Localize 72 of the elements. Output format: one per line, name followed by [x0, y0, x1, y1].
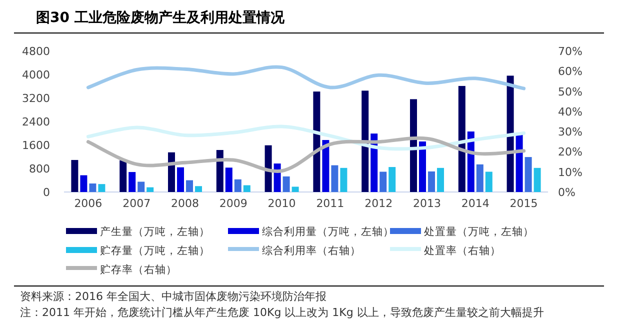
bar	[428, 171, 435, 192]
bar	[264, 145, 272, 192]
bar	[186, 180, 193, 192]
x-tick-label: 2008	[171, 197, 199, 210]
x-tick-label: 2011	[316, 197, 344, 210]
bar	[128, 172, 136, 192]
bar	[80, 175, 88, 192]
bar	[322, 140, 330, 192]
legend-label: 产生量（万吨，左轴）	[100, 225, 210, 238]
text: 资料来源：2016 年全国大、中城市固体废物污染环境防治年报	[20, 290, 326, 303]
legend-label: 综合利用量（万吨，左轴）	[262, 225, 394, 238]
bar	[282, 176, 290, 192]
bar	[388, 167, 396, 192]
bar	[138, 182, 145, 192]
bar	[195, 186, 202, 192]
x-tick-label: 2007	[122, 197, 151, 210]
bar	[524, 157, 532, 192]
y2-tick-label: 20%	[558, 146, 582, 159]
bar	[216, 150, 224, 192]
bar	[313, 92, 320, 192]
y2-tick-label: 0%	[558, 186, 576, 199]
bar	[516, 135, 523, 192]
legend-label: 贮存量（万吨，左轴）	[100, 244, 210, 257]
y-tick-label: 4000	[22, 68, 50, 82]
x-tick-label: 2006	[74, 197, 102, 210]
x-tick-label: 2014	[461, 197, 490, 210]
bar	[168, 152, 175, 192]
bar	[331, 165, 338, 192]
y2-tick-label: 60%	[558, 65, 582, 78]
y-tick-label: 800	[29, 162, 50, 176]
chart-title: 图30 工业危险废物产生及利用处置情况	[36, 9, 286, 26]
bar	[146, 187, 154, 192]
text: 注：2011 年开始，危废统计门槛从年产生危废 10Kg 以上改为 1Kg 以上，导致危废产生量较之前大幅提升	[20, 306, 544, 319]
y2-tick-label: 40%	[558, 105, 582, 118]
bar	[71, 160, 78, 192]
y-tick-label: 3200	[22, 92, 50, 105]
legend-label: 处置率（右轴）	[424, 244, 501, 257]
y-tick-label: 0	[43, 186, 50, 199]
bar	[243, 185, 250, 192]
legend-label: 处置量（万吨，左轴）	[424, 225, 534, 238]
y2-tick-label: 10%	[558, 166, 582, 179]
bar	[534, 168, 541, 192]
bar	[458, 86, 466, 192]
legend-label: 综合利用率（右轴）	[262, 244, 361, 257]
y2-tick-label: 50%	[558, 85, 582, 98]
y2-tick-label: 30%	[558, 126, 582, 139]
bar	[410, 99, 417, 192]
bar	[362, 90, 369, 192]
bar	[419, 141, 426, 192]
x-tick-label: 2015	[510, 197, 538, 210]
y-tick-label: 1600	[22, 139, 50, 152]
y-tick-label: 4800	[22, 45, 50, 58]
bar	[485, 172, 492, 192]
bar	[380, 172, 387, 192]
x-tick-label: 2010	[268, 197, 296, 210]
bar	[340, 168, 348, 192]
y2-tick-label: 70%	[558, 45, 582, 58]
bar	[292, 186, 299, 192]
bar	[120, 160, 127, 192]
bar	[506, 76, 514, 192]
bar	[234, 179, 242, 192]
bar	[225, 168, 232, 192]
legend-label: 贮存率（右轴）	[100, 263, 177, 276]
y-tick-label: 2400	[22, 116, 50, 128]
x-tick-label: 2013	[413, 197, 441, 210]
bar	[177, 167, 184, 192]
x-tick-label: 2009	[219, 197, 248, 210]
x-tick-label: 2012	[364, 197, 393, 210]
bar	[437, 168, 444, 192]
bar	[89, 183, 96, 192]
bar	[476, 164, 484, 192]
bar	[98, 184, 106, 192]
